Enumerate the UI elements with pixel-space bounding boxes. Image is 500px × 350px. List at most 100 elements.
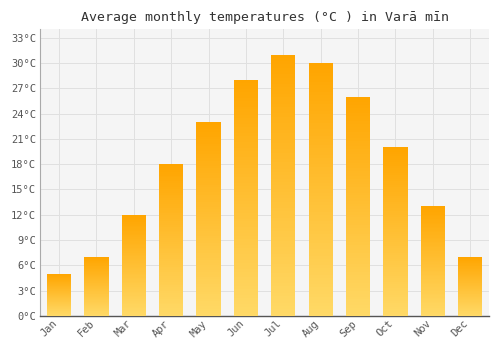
- Bar: [420, 235, 445, 236]
- Bar: [420, 231, 445, 232]
- Bar: [420, 314, 445, 316]
- Bar: [346, 102, 370, 105]
- Bar: [384, 162, 407, 164]
- Bar: [346, 121, 370, 124]
- Bar: [346, 253, 370, 256]
- Bar: [196, 292, 220, 294]
- Bar: [84, 257, 108, 258]
- Bar: [234, 228, 258, 230]
- Bar: [346, 299, 370, 302]
- Bar: [196, 166, 220, 168]
- Bar: [234, 186, 258, 189]
- Bar: [196, 134, 220, 136]
- Bar: [308, 221, 333, 224]
- Bar: [346, 256, 370, 258]
- Bar: [271, 107, 295, 110]
- Bar: [308, 281, 333, 284]
- Bar: [271, 104, 295, 107]
- Bar: [420, 242, 445, 243]
- Bar: [271, 244, 295, 247]
- Bar: [271, 169, 295, 172]
- Bar: [346, 247, 370, 250]
- Bar: [346, 182, 370, 184]
- Bar: [196, 202, 220, 204]
- Bar: [271, 64, 295, 68]
- Bar: [420, 246, 445, 247]
- Bar: [308, 76, 333, 79]
- Bar: [47, 294, 71, 295]
- Bar: [234, 251, 258, 254]
- Bar: [420, 287, 445, 288]
- Bar: [458, 276, 482, 277]
- Bar: [308, 158, 333, 161]
- Bar: [84, 270, 108, 271]
- Bar: [84, 289, 108, 290]
- Bar: [271, 286, 295, 290]
- Bar: [234, 110, 258, 112]
- Bar: [271, 211, 295, 215]
- Bar: [420, 298, 445, 299]
- Bar: [384, 312, 407, 314]
- Bar: [122, 307, 146, 308]
- Bar: [122, 308, 146, 309]
- Bar: [122, 279, 146, 280]
- Bar: [47, 297, 71, 298]
- Bar: [159, 295, 184, 297]
- Bar: [122, 243, 146, 244]
- Bar: [234, 257, 258, 260]
- Bar: [122, 270, 146, 272]
- Bar: [346, 291, 370, 294]
- Bar: [346, 266, 370, 269]
- Bar: [159, 223, 184, 225]
- Bar: [420, 208, 445, 209]
- Bar: [271, 130, 295, 133]
- Bar: [384, 288, 407, 290]
- Bar: [271, 136, 295, 140]
- Bar: [384, 189, 407, 191]
- Bar: [47, 291, 71, 292]
- Bar: [47, 277, 71, 278]
- Bar: [346, 111, 370, 113]
- Bar: [47, 284, 71, 285]
- Bar: [159, 179, 184, 181]
- Bar: [271, 55, 295, 58]
- Bar: [384, 286, 407, 288]
- Bar: [346, 283, 370, 286]
- Bar: [84, 267, 108, 268]
- Bar: [196, 185, 220, 188]
- Bar: [234, 172, 258, 174]
- Bar: [308, 126, 333, 130]
- Bar: [122, 290, 146, 292]
- Bar: [308, 114, 333, 117]
- Bar: [234, 127, 258, 130]
- Bar: [458, 259, 482, 260]
- Bar: [308, 82, 333, 85]
- Bar: [196, 306, 220, 308]
- Bar: [122, 224, 146, 225]
- Bar: [384, 225, 407, 228]
- Bar: [234, 204, 258, 207]
- Bar: [308, 177, 333, 180]
- Bar: [234, 295, 258, 298]
- Bar: [84, 313, 108, 314]
- Bar: [196, 282, 220, 284]
- Bar: [271, 94, 295, 97]
- Bar: [271, 81, 295, 84]
- Bar: [234, 189, 258, 192]
- Bar: [47, 314, 71, 315]
- Bar: [196, 199, 220, 202]
- Bar: [420, 213, 445, 215]
- Bar: [308, 228, 333, 231]
- Bar: [420, 258, 445, 260]
- Bar: [271, 153, 295, 156]
- Bar: [234, 139, 258, 142]
- Bar: [122, 298, 146, 299]
- Bar: [420, 225, 445, 227]
- Bar: [159, 208, 184, 210]
- Bar: [420, 268, 445, 269]
- Bar: [420, 272, 445, 273]
- Bar: [271, 88, 295, 91]
- Bar: [346, 264, 370, 266]
- Bar: [159, 210, 184, 211]
- Bar: [420, 260, 445, 261]
